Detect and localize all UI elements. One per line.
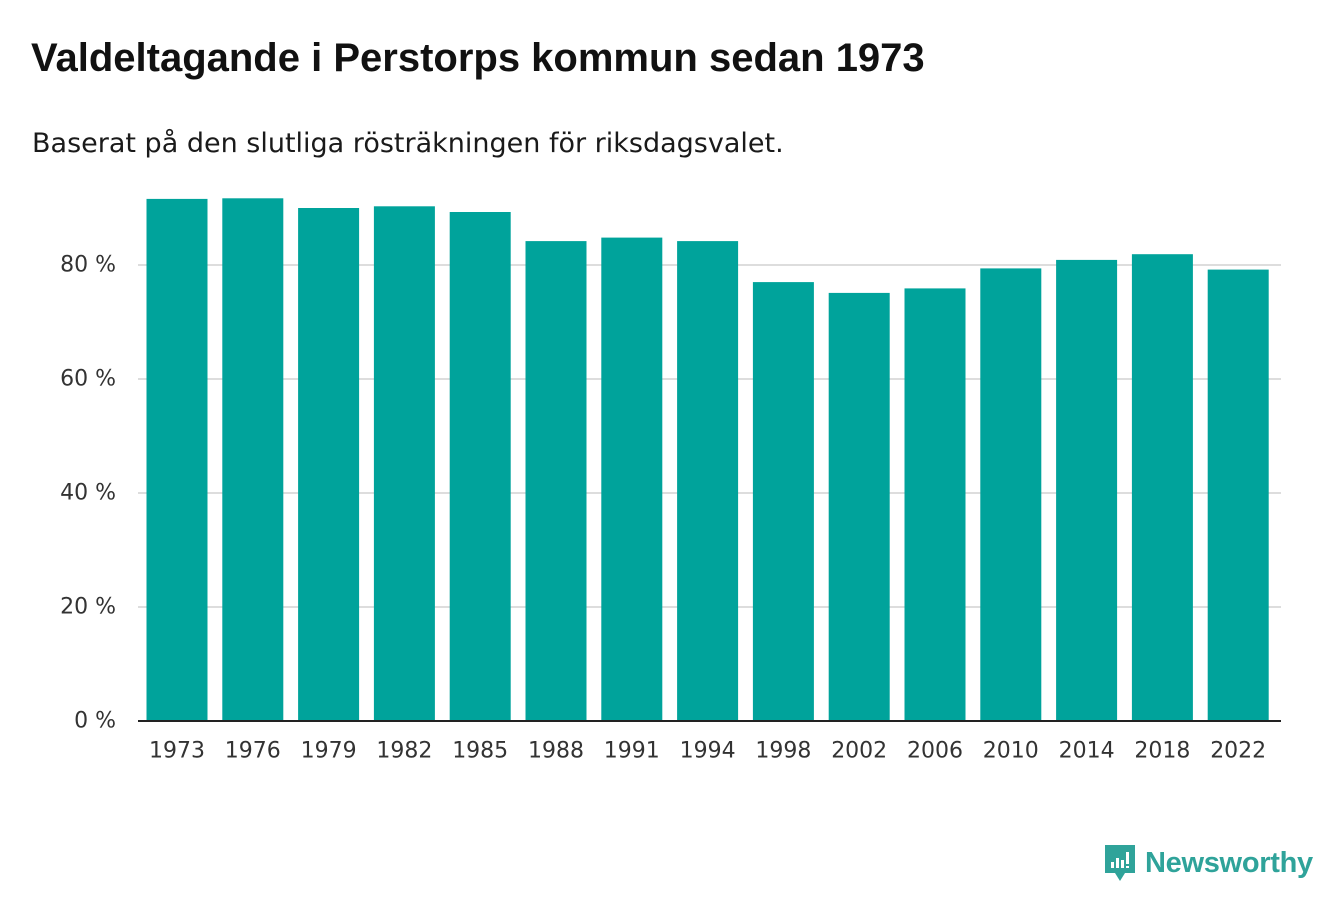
x-tick-label: 2014 bbox=[1059, 739, 1115, 764]
bar-1994 bbox=[677, 241, 739, 721]
x-tick-label: 2010 bbox=[983, 739, 1039, 764]
x-tick-label: 1998 bbox=[755, 739, 811, 764]
x-tick-label: 1991 bbox=[604, 739, 660, 764]
x-tick-label: 2002 bbox=[831, 739, 887, 764]
x-tick-label: 2018 bbox=[1134, 739, 1190, 764]
bar-2010 bbox=[980, 268, 1042, 721]
bar-1985 bbox=[449, 212, 511, 721]
bar-2006 bbox=[904, 288, 966, 721]
x-tick-label: 1979 bbox=[301, 739, 357, 764]
x-tick-label: 1973 bbox=[149, 739, 205, 764]
x-tick-label: 1994 bbox=[680, 739, 736, 764]
x-tick-label: 2006 bbox=[907, 739, 963, 764]
y-tick-label: 60 % bbox=[60, 367, 116, 392]
bar-2014 bbox=[1056, 259, 1118, 721]
bar-2018 bbox=[1131, 254, 1193, 721]
x-axis-ticks: 1973 1976 1979 1982 1985 1988 1991 1994 1998 2002… bbox=[149, 739, 1266, 764]
chart-subtitle: Baserat på den slutliga rösträkningen fö… bbox=[32, 128, 784, 159]
newsworthy-logo-icon bbox=[1105, 845, 1135, 881]
x-tick-label: 2022 bbox=[1210, 739, 1266, 764]
bar-1976 bbox=[222, 198, 284, 722]
newsworthy-logo: Newsworthy bbox=[1103, 843, 1313, 883]
x-tick-label: 1985 bbox=[452, 739, 508, 764]
x-tick-label: 1982 bbox=[376, 739, 432, 764]
bar-1979 bbox=[298, 208, 360, 721]
bar-1973 bbox=[146, 198, 208, 721]
chart-title: Valdeltagande i Perstorps kommun sedan 1… bbox=[31, 36, 925, 80]
bar-1988 bbox=[525, 241, 587, 721]
y-tick-label: 0 % bbox=[74, 709, 116, 734]
bar-1991 bbox=[601, 237, 663, 721]
bars bbox=[146, 198, 1269, 722]
bar-2022 bbox=[1207, 269, 1269, 721]
bar-1982 bbox=[373, 206, 435, 722]
y-tick-label: 20 % bbox=[60, 595, 116, 620]
y-tick-label: 80 % bbox=[60, 253, 116, 278]
brand-name: Newsworthy bbox=[1145, 846, 1313, 879]
x-tick-label: 1988 bbox=[528, 739, 584, 764]
bar-1998 bbox=[752, 282, 814, 721]
y-axis-ticks: 0 % 20 % 40 % 60 % 80 % bbox=[60, 253, 116, 734]
bar-2002 bbox=[828, 292, 890, 721]
y-tick-label: 40 % bbox=[60, 481, 116, 506]
x-tick-label: 1976 bbox=[225, 739, 281, 764]
